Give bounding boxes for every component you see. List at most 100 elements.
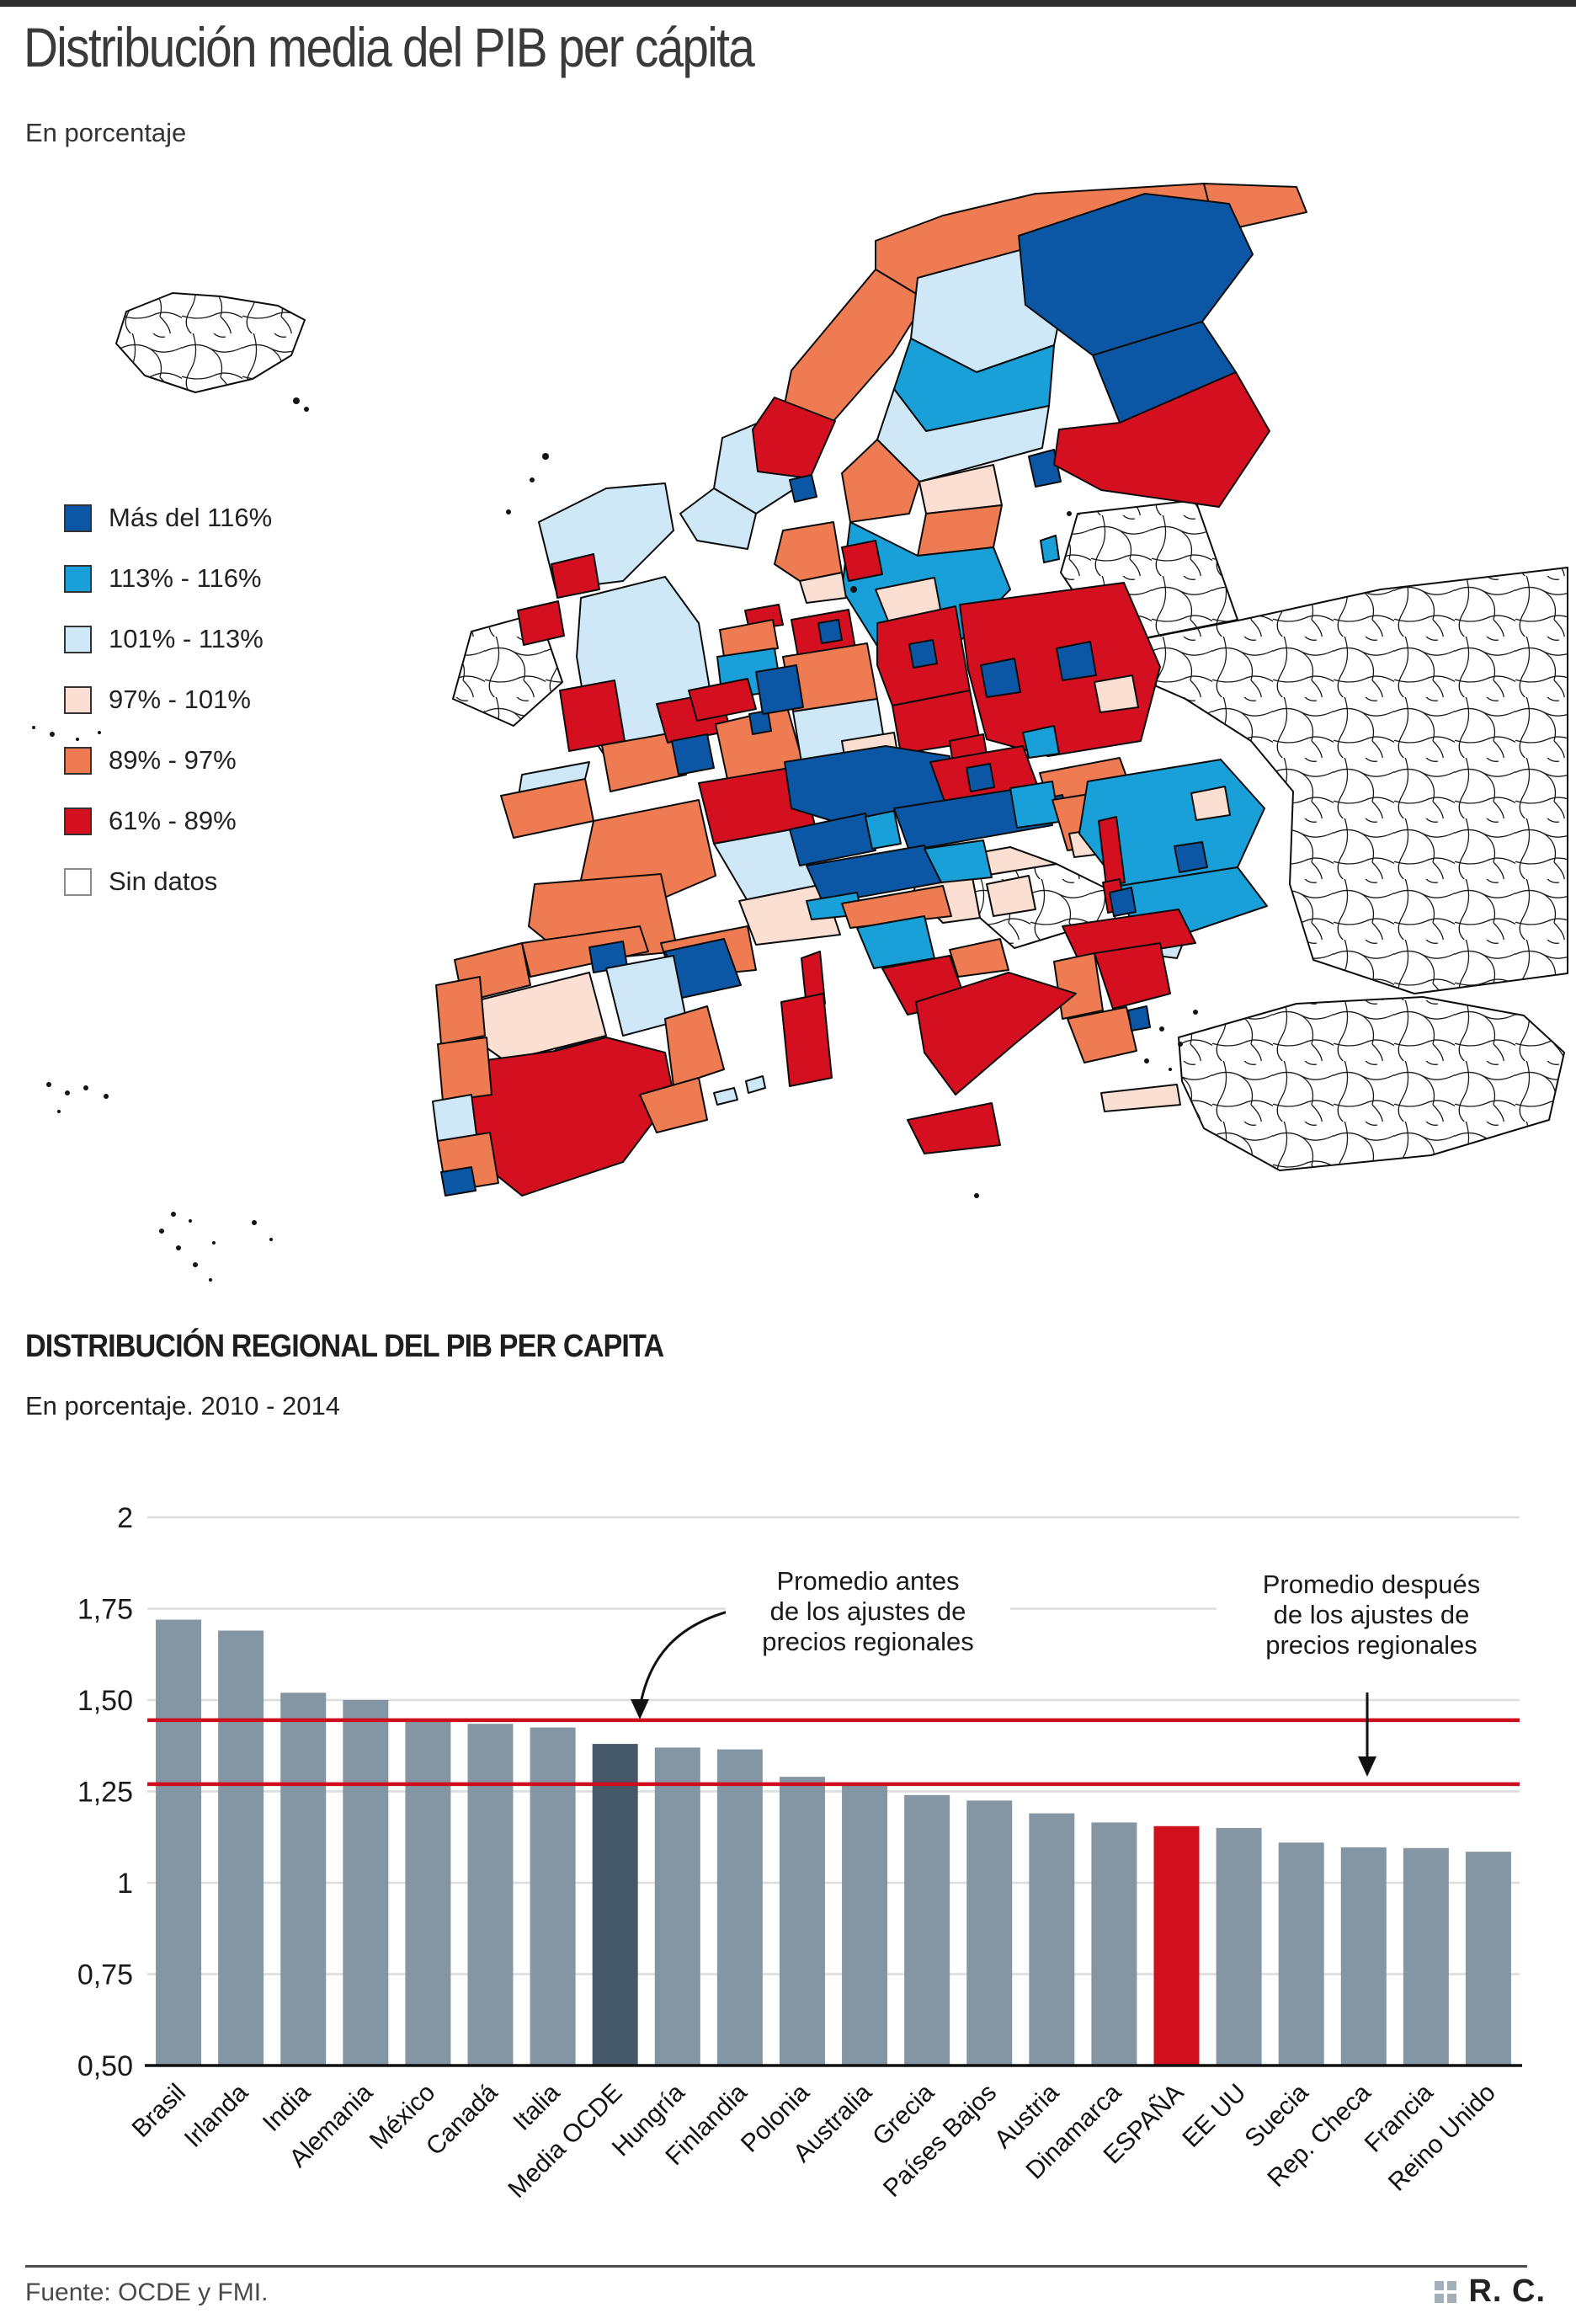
map-island-speck xyxy=(1169,1068,1172,1071)
map-region-normandy xyxy=(601,732,687,792)
map-region-ni xyxy=(517,600,565,646)
bar-finlandia xyxy=(716,1749,763,2065)
x-label-italia: Italia xyxy=(508,2078,565,2135)
legend-swatch-icon xyxy=(64,504,92,532)
map-region-fin-north xyxy=(1018,193,1254,356)
bar-reino-unido xyxy=(1465,1852,1511,2065)
map-region-gr-pelo xyxy=(1067,1006,1137,1063)
page-subtitle: En porcentaje xyxy=(25,118,187,147)
map-region-den-peach xyxy=(799,572,847,604)
map-region-valencia xyxy=(664,1005,725,1087)
map-region-iceland-subdivisions xyxy=(116,293,305,392)
map-region-oslo xyxy=(789,474,817,503)
map-region-ro-peach xyxy=(1190,786,1231,821)
map-region-it-abruzzo xyxy=(949,938,1009,978)
credit-text: R. C. xyxy=(1468,2273,1546,2309)
map-region-prague xyxy=(966,763,995,792)
europe-choropleth-map: Más del 116% 113% - 116% 101% - 113% 97% - … xyxy=(0,152,1576,1330)
map-island-speck xyxy=(1067,511,1072,516)
legend-item-61-89-: 61% - 89% xyxy=(64,806,272,835)
bar-paises-bajos xyxy=(966,1800,1013,2065)
bar-austria xyxy=(1029,1813,1075,2065)
map-island-speck xyxy=(293,397,300,404)
logo-square xyxy=(1447,2280,1457,2290)
map-region-nor-red xyxy=(752,397,836,479)
legend-swatch-icon xyxy=(64,807,92,835)
map-legend: Más del 116% 113% - 116% 101% - 113% 97% - … xyxy=(64,503,273,896)
bar-alemania xyxy=(343,1700,389,2065)
map-island-speck xyxy=(50,732,55,737)
map-region-nor-south xyxy=(679,488,757,550)
bar-francia xyxy=(1403,1847,1449,2065)
annotation-line: Promedio después xyxy=(1262,1570,1481,1599)
map-region-pl-silesia xyxy=(1022,725,1060,759)
map-island-speck xyxy=(76,738,79,741)
map-region-pt-algarve xyxy=(440,1166,477,1197)
legend-item-mas-del-116-: Más del 116% xyxy=(64,503,273,532)
legend-swatch-icon xyxy=(64,564,92,593)
map-region-sp-north xyxy=(521,925,649,978)
map-region-fin-south xyxy=(1053,371,1270,508)
map-island-speck xyxy=(209,1278,212,1282)
bar-irlanda xyxy=(218,1630,264,2065)
map-region-gr-athens xyxy=(1127,1005,1151,1031)
legend-item-101-113-: 101% - 113% xyxy=(64,624,272,653)
map-island-speck xyxy=(65,1090,70,1095)
map-region-turkey-subdivisions xyxy=(1179,997,1564,1170)
map-island-speck xyxy=(530,477,535,482)
source-note: Fuente: OCDE y FMI. xyxy=(25,2279,269,2306)
map-island-speck xyxy=(159,1229,164,1234)
map-island-speck xyxy=(304,407,309,412)
map-island-speck xyxy=(104,1094,109,1099)
annotation-reference-2: Promedio después de los ajustes de precios… xyxy=(1217,1568,1526,1662)
bar-mexico xyxy=(405,1722,451,2065)
map-region-gr-north xyxy=(1062,909,1196,962)
legend-label: Más del 116% xyxy=(109,503,273,532)
bar-section-subtitle: En porcentaje. 2010 - 2014 xyxy=(25,1391,340,1421)
bar-rep-checa xyxy=(1340,1847,1387,2065)
bar-suecia xyxy=(1278,1842,1324,2065)
annotation-line: de los ajustes de xyxy=(769,1596,966,1626)
map-region-gotland xyxy=(1040,535,1060,563)
map-island-speck xyxy=(193,1262,198,1267)
legend-label: 97% - 101% xyxy=(109,685,251,714)
legend-label: 113% - 116% xyxy=(109,563,262,593)
credit-logo: R. C. xyxy=(1435,2273,1546,2310)
map-region-gr-center xyxy=(1094,942,1171,1010)
x-label-india: India xyxy=(258,2078,317,2137)
map-region-lux xyxy=(748,710,772,735)
map-island-speck xyxy=(1144,1058,1149,1063)
legend-swatch-icon xyxy=(64,746,92,775)
y-tick-label: 0,75 xyxy=(77,1959,133,1991)
map-island-speck xyxy=(176,1245,181,1250)
map-island-speck xyxy=(506,509,511,514)
y-tick-label: 1,50 xyxy=(77,1685,133,1717)
map-island-speck xyxy=(542,453,549,460)
map-region-pt-center xyxy=(437,1037,492,1102)
annotation-reference-1: Promedio antes de los ajustes de precios r… xyxy=(726,1564,1010,1659)
map-island-speck xyxy=(1178,1042,1183,1047)
map-region-sofia xyxy=(1109,887,1137,917)
y-tick-label: 1,25 xyxy=(77,1777,133,1809)
arrowhead-before-icon xyxy=(631,1699,649,1719)
legend-label: 89% - 97% xyxy=(109,745,237,775)
bar-ee-uu xyxy=(1216,1827,1262,2065)
y-tick-label: 1,75 xyxy=(77,1594,133,1626)
map-island-speck xyxy=(32,726,35,729)
logo-square xyxy=(1447,2293,1457,2303)
map-island-speck xyxy=(1159,1026,1164,1031)
logo-squares-icon xyxy=(1435,2280,1457,2303)
annotation-line: precios regionales xyxy=(762,1627,974,1656)
europe-map-svg xyxy=(32,183,1568,1282)
map-island-speck xyxy=(83,1085,88,1090)
map-region-den-red xyxy=(841,540,883,582)
map-region-at-cyan xyxy=(1009,781,1060,829)
map-region-swe-or1 xyxy=(841,439,920,523)
map-island-speck xyxy=(171,1212,176,1217)
map-region-east-subdivisions xyxy=(1111,568,1568,994)
y-tick-label: 2 xyxy=(117,1502,133,1534)
map-region-baleares1 xyxy=(713,1087,738,1106)
map-region-wales xyxy=(559,680,626,752)
